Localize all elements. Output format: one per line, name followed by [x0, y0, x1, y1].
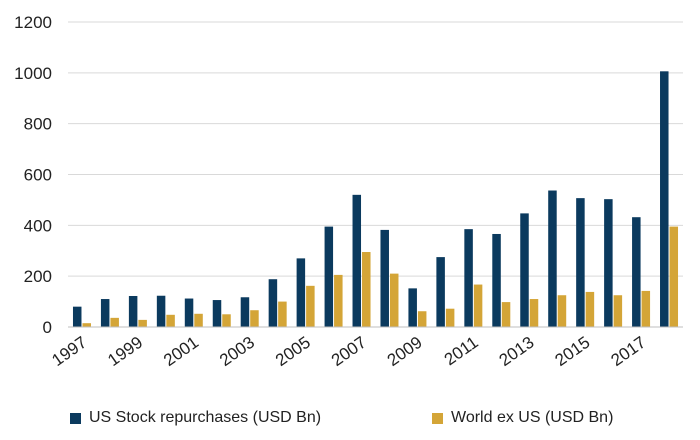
bar-us-2005 [296, 258, 306, 327]
bar-us-2004 [268, 279, 278, 327]
bar-world-ex-us-1999 [138, 319, 147, 327]
legend-item-world-ex-us: World ex US (USD Bn) [432, 409, 613, 427]
bars [72, 71, 679, 327]
y-tick-label: 1200 [14, 13, 52, 32]
bar-us-2006 [324, 226, 334, 327]
y-tick-label: 600 [24, 166, 52, 185]
bar-us-2015 [576, 198, 585, 327]
bar-world-ex-us-2000 [166, 314, 175, 327]
bar-us-2010 [436, 257, 445, 327]
bar-world-ex-us-2009 [417, 311, 427, 327]
x-tick-label: 2005 [272, 333, 314, 370]
x-tick-label: 2017 [607, 333, 649, 370]
legend-item-us: US Stock repurchases (USD Bn) [70, 409, 321, 427]
y-tick-label: 1000 [14, 64, 52, 83]
bar-world-ex-us-2013 [529, 299, 539, 327]
bar-us-1997 [72, 306, 82, 327]
bar-world-ex-us-1997 [82, 323, 91, 327]
x-tick-label: 2003 [216, 333, 258, 370]
bar-us-1998 [100, 299, 110, 327]
bar-us-2014 [548, 190, 557, 327]
bar-world-ex-us-1998 [110, 317, 119, 327]
bar-us-1999 [128, 295, 138, 327]
bar-world-ex-us-2012 [501, 302, 511, 327]
x-axis-ticks: 1997 1999 2001 2003 2005 2007 2009 2011 2013 2015… [48, 333, 649, 370]
y-axis-ticks: 0 200 400 600 800 1000 1200 [14, 13, 52, 337]
bar-us-2001 [184, 298, 194, 327]
y-tick-label: 800 [24, 115, 52, 134]
y-tick-label: 0 [43, 318, 52, 337]
gridlines [68, 21, 683, 277]
bar-us-2018 [660, 71, 669, 327]
bar-world-ex-us-2018 [669, 226, 679, 327]
y-tick-label: 200 [24, 267, 52, 286]
bar-world-ex-us-2015 [585, 291, 595, 327]
bar-world-ex-us-2001 [194, 313, 203, 327]
bar-world-ex-us-2016 [613, 295, 623, 327]
bar-us-2002 [212, 300, 222, 327]
legend: US Stock repurchases (USD Bn) World ex U… [0, 404, 700, 432]
bar-world-ex-us-2007 [362, 252, 371, 327]
legend-label-world-ex-us: World ex US (USD Bn) [451, 409, 614, 426]
bar-world-ex-us-2002 [222, 314, 231, 327]
legend-swatch-us [70, 412, 81, 424]
bar-us-2013 [520, 213, 529, 327]
bar-us-2012 [492, 233, 501, 327]
x-tick-label: 2001 [160, 333, 202, 370]
bar-us-2016 [604, 199, 613, 327]
bar-us-2003 [240, 297, 250, 327]
legend-label-us: US Stock repurchases (USD Bn) [89, 409, 322, 426]
bar-us-2011 [464, 229, 473, 327]
bar-world-ex-us-2017 [641, 290, 651, 327]
x-tick-label: 1997 [48, 333, 90, 370]
bar-world-ex-us-2005 [306, 285, 315, 327]
bar-world-ex-us-2011 [473, 284, 483, 327]
bar-us-2007 [352, 194, 362, 327]
bar-us-2008 [380, 229, 389, 327]
x-tick-label: 2011 [441, 333, 482, 370]
bar-world-ex-us-2004 [278, 301, 287, 327]
x-tick-label: 2007 [328, 333, 370, 370]
bar-us-2000 [156, 295, 166, 327]
x-tick-label: 2009 [384, 333, 426, 370]
x-tick-label: 2015 [552, 333, 594, 370]
bar-world-ex-us-2014 [557, 295, 567, 327]
x-tick-label: 2013 [496, 333, 538, 370]
bar-world-ex-us-2008 [389, 273, 399, 327]
y-tick-label: 400 [24, 216, 52, 235]
bar-world-ex-us-2010 [445, 308, 455, 327]
bar-us-2017 [632, 217, 641, 327]
bar-us-2009 [408, 288, 417, 327]
bar-chart: 0 200 400 600 800 1000 1200 1997 1999 2001 2003 20… [14, 13, 683, 370]
x-tick-label: 1999 [104, 333, 146, 370]
bar-world-ex-us-2003 [250, 310, 259, 327]
legend-swatch-world-ex-us [432, 412, 443, 424]
bar-world-ex-us-2006 [334, 274, 343, 327]
